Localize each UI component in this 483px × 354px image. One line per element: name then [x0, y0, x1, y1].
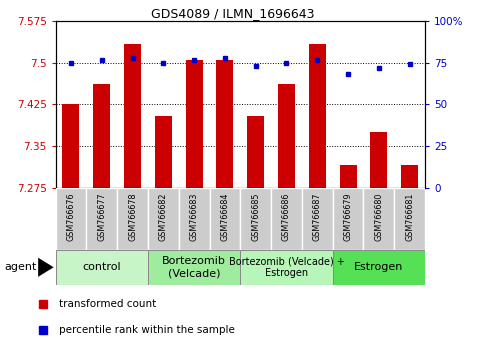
Bar	[148, 250, 241, 285]
Bar	[333, 188, 364, 250]
Text: control: control	[83, 262, 121, 272]
Text: Estrogen: Estrogen	[354, 262, 403, 272]
Bar	[56, 188, 86, 250]
Text: percentile rank within the sample: percentile rank within the sample	[59, 325, 235, 335]
Bar	[155, 115, 172, 188]
Text: GSM766686: GSM766686	[282, 193, 291, 241]
Text: GSM766680: GSM766680	[374, 193, 384, 241]
Bar	[62, 104, 79, 188]
Text: agent: agent	[5, 262, 37, 272]
Bar	[364, 188, 394, 250]
Title: GDS4089 / ILMN_1696643: GDS4089 / ILMN_1696643	[151, 7, 314, 20]
Bar	[185, 60, 202, 188]
Bar	[240, 250, 333, 285]
Bar	[124, 44, 141, 188]
Bar	[278, 84, 295, 188]
Bar	[401, 165, 418, 188]
Text: GSM766678: GSM766678	[128, 193, 137, 241]
Bar	[271, 188, 302, 250]
Bar	[302, 188, 333, 250]
Bar	[179, 188, 210, 250]
Text: Bortezomib (Velcade) +
Estrogen: Bortezomib (Velcade) + Estrogen	[228, 256, 344, 278]
Bar	[117, 188, 148, 250]
Text: transformed count: transformed count	[59, 298, 156, 309]
Bar	[370, 132, 387, 188]
Bar	[240, 188, 271, 250]
Bar	[148, 188, 179, 250]
Text: GSM766677: GSM766677	[97, 193, 106, 241]
Text: GSM766681: GSM766681	[405, 193, 414, 241]
Text: Bortezomib
(Velcade): Bortezomib (Velcade)	[162, 256, 226, 278]
Text: GSM766683: GSM766683	[190, 193, 199, 241]
Bar	[340, 165, 356, 188]
Bar	[247, 115, 264, 188]
Bar	[333, 250, 425, 285]
Text: GSM766679: GSM766679	[343, 193, 353, 241]
Polygon shape	[38, 258, 54, 277]
Text: GSM766676: GSM766676	[67, 193, 75, 241]
Text: GSM766684: GSM766684	[220, 193, 229, 241]
Text: GSM766687: GSM766687	[313, 193, 322, 241]
Bar	[56, 250, 148, 285]
Text: GSM766682: GSM766682	[159, 193, 168, 241]
Bar	[86, 188, 117, 250]
Bar	[394, 188, 425, 250]
Bar	[216, 60, 233, 188]
Bar	[93, 84, 110, 188]
Bar	[309, 44, 326, 188]
Text: GSM766685: GSM766685	[251, 193, 260, 241]
Bar	[210, 188, 240, 250]
